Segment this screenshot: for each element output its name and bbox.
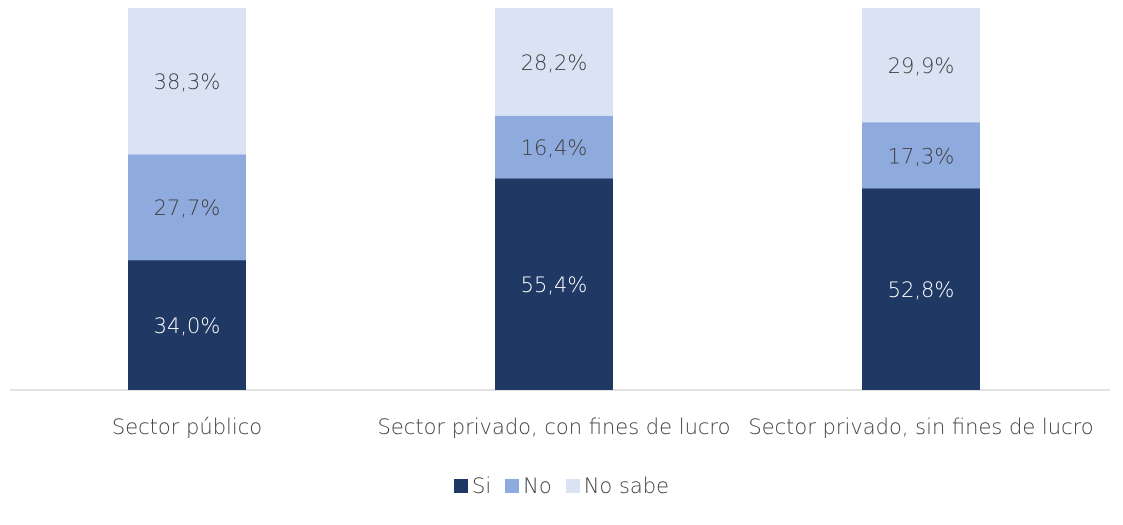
data-label: 34,0% [154,314,221,338]
legend-label: Si [471,474,492,498]
legend: Si No No sabe [0,474,1123,498]
legend-swatch [505,479,520,493]
legend-item: No [505,474,552,498]
bar-segment [128,154,246,261]
legend-item: Si [453,474,492,498]
legend-swatch [565,479,580,493]
bar-segment [862,188,980,390]
legend-item: No sabe [565,474,670,498]
data-label: 27,7% [154,196,221,220]
data-label: 28,2% [521,51,588,75]
data-label: 52,8% [888,278,955,302]
bar-segment [862,122,980,189]
bar-segment [128,260,246,390]
legend-label: No [523,474,552,498]
chart: 34,0% 27,7% 38,3% 55,4% 16,4% 28,2% 52,8% 17,3%… [10,8,1110,391]
x-tick-label: Sector privado, sin fines de lucro [748,415,1094,439]
data-label: 38,3% [154,70,221,94]
bar-segment [495,8,613,116]
data-label: 55,4% [521,273,588,297]
bar-segment [495,115,613,179]
bar-segment [862,8,980,123]
x-tick-label: Sector privado, con fines de lucro [377,415,731,439]
data-label: 29,9% [888,54,955,78]
legend-swatch [453,479,468,493]
x-tick-label: Sector público [111,415,263,439]
data-label: 17,3% [888,144,955,168]
bar-segment [128,8,246,155]
legend-label: No sabe [583,474,670,498]
data-label: 16,4% [521,136,588,160]
bar-segment [495,178,613,390]
